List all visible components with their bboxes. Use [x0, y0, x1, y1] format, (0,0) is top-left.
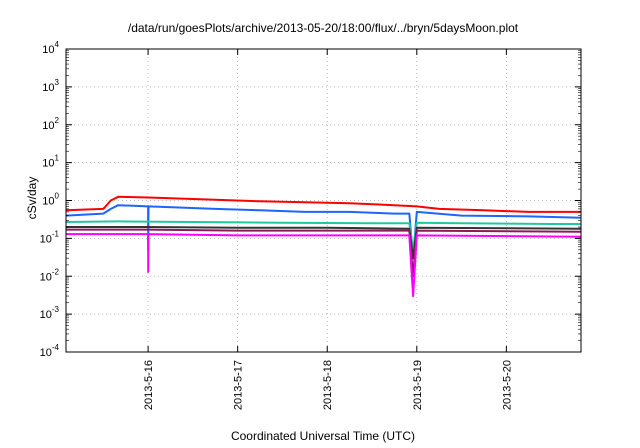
y-tick-label: 10-2 [40, 267, 60, 283]
y-tick-label: 10-3 [40, 305, 60, 321]
chart-title: /data/run/goesPlots/archive/2013-05-20/1… [128, 21, 519, 35]
grid [66, 49, 581, 352]
x-axis: 2013-5-16 2013-5-17 2013-5-18 2013-5-19 2013… [143, 49, 513, 410]
y-tick-label: 104 [42, 40, 59, 56]
y-tick-label: 102 [42, 116, 59, 132]
series-line-1 [65, 195, 581, 213]
y-tick-label: 103 [42, 78, 59, 94]
series-line-3 [65, 220, 581, 251]
series-group [65, 195, 582, 298]
x-tick-label: 2013-5-19 [412, 360, 424, 410]
x-tick-label: 2013-5-17 [233, 360, 245, 410]
y-axis: 10-4 10-3 10-2 10-1 100 101 102 103 104 [40, 40, 581, 359]
plot-frame [65, 48, 582, 353]
y-tick-label: 101 [42, 154, 59, 170]
y-tick-label: 100 [42, 192, 59, 208]
y-tick-label: 10-1 [40, 229, 60, 245]
y-tick-label: 10-4 [40, 343, 60, 359]
x-tick-label: 2013-5-16 [143, 360, 155, 410]
y-axis-title: cSv/day [25, 177, 39, 220]
x-tick-label: 2013-5-18 [322, 360, 334, 410]
series-line-6 [66, 233, 582, 298]
x-axis-title: Coordinated Universal Time (UTC) [231, 429, 415, 443]
series-line-2 [65, 204, 582, 260]
x-tick-label: 2013-5-20 [501, 360, 513, 410]
